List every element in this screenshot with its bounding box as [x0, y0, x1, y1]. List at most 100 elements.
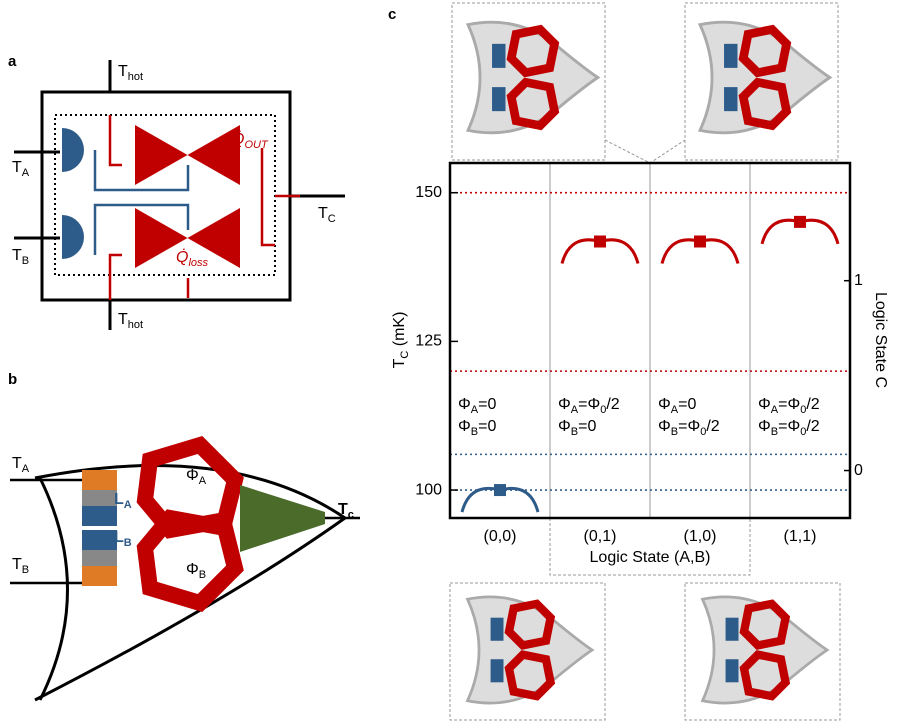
subscript: B [471, 426, 478, 438]
label-part: T [118, 63, 128, 80]
label-part: =Φ [578, 396, 600, 413]
label: ΦA=Φ0/2 [558, 396, 620, 416]
label: LB [114, 529, 132, 549]
x-axis-label: Logic State (A,B) [590, 549, 711, 566]
y2-axis-label: Logic State C [872, 292, 889, 388]
label-part: Φ [758, 396, 771, 413]
subscript: A [22, 167, 30, 179]
subscript: OUT [244, 139, 269, 151]
subscript: A [124, 499, 132, 511]
label: Q̇OUT [232, 130, 269, 151]
label-part: L [114, 529, 124, 546]
label-part: =0 [478, 396, 496, 413]
subscript: hot [128, 71, 143, 83]
figure: a b c ThotThotTATBTCQ̇OUTQ̇lossTATBLALBΦ… [0, 0, 897, 724]
label-part: Φ [186, 561, 199, 578]
subscript: B [199, 569, 206, 581]
inset-gate [700, 22, 830, 133]
y-tick-label: 150 [415, 184, 442, 201]
inset-gate [468, 22, 598, 133]
label: ΦB [186, 561, 206, 581]
subscript: B [771, 426, 778, 438]
label: TA [12, 455, 30, 475]
label-part: Q̇ [232, 130, 244, 148]
label: TB [12, 247, 29, 267]
label: ΦA=0 [658, 396, 696, 416]
label: Tc [338, 501, 354, 521]
label-part: Φ [458, 418, 471, 435]
label: ΦB=0 [558, 418, 596, 438]
label: ΦB=Φ0/2 [758, 418, 820, 438]
label: ΦA=Φ0/2 [758, 396, 820, 416]
label-part: Φ [558, 396, 571, 413]
state-marker [594, 235, 606, 247]
label: TB [12, 556, 29, 576]
x-tick-label: (0,0) [484, 528, 517, 545]
subscript: hot [128, 319, 143, 331]
label-part: =0 [578, 418, 596, 435]
x-tick-label: (1,1) [784, 528, 817, 545]
x-tick-label: (1,0) [684, 528, 717, 545]
y-tick-label: 125 [415, 333, 442, 350]
label-part: /2 [606, 396, 619, 413]
state-marker [694, 235, 706, 247]
label: TA [12, 159, 30, 179]
label-part: L [114, 491, 124, 508]
inset-gate [468, 597, 593, 703]
label-part: =0 [678, 396, 696, 413]
label-part: T [12, 247, 22, 264]
subscript: B [124, 537, 132, 549]
panel-letter: b [8, 371, 17, 388]
label-part: /2 [806, 418, 819, 435]
label-part: T [12, 159, 22, 176]
label-part: =0 [478, 418, 496, 435]
label: Q̇loss [176, 248, 209, 269]
label-part: Φ [658, 418, 671, 435]
label-part: T [391, 358, 408, 368]
label: TC [318, 205, 336, 225]
label: LA [114, 491, 132, 511]
panel-b-diagram [10, 445, 360, 700]
label-part: /2 [806, 396, 819, 413]
label-part: Φ [186, 467, 199, 484]
subscript: B [22, 564, 29, 576]
label-part: T [12, 556, 22, 573]
label-part: Φ [758, 418, 771, 435]
label: ΦB=0 [458, 418, 496, 438]
label: Thot [118, 63, 143, 83]
label: ΦA=0 [458, 396, 496, 416]
label-part: =Φ [678, 418, 700, 435]
inset-gate [703, 597, 828, 703]
panel-letter: c [388, 6, 396, 23]
subscript: loss [188, 257, 208, 269]
subscript: C [328, 213, 336, 225]
label-part: (mK) [391, 312, 408, 351]
panel-a-diagram [14, 60, 345, 330]
x-tick-label: (0,1) [584, 528, 617, 545]
state-marker [794, 216, 806, 228]
subscript: A [199, 475, 207, 487]
label: ΦA [186, 467, 207, 487]
y2-tick-label: 0 [854, 462, 863, 479]
subscript: C [399, 351, 411, 359]
label-part: =Φ [778, 418, 800, 435]
label-part: Q̇ [176, 248, 188, 266]
label-part: =Φ [778, 396, 800, 413]
label: Thot [118, 311, 143, 331]
label-part: Φ [558, 418, 571, 435]
label: TC (mK) [391, 312, 411, 369]
y-tick-label: 100 [415, 481, 442, 498]
subscript: A [22, 463, 30, 475]
label-part: Φ [458, 396, 471, 413]
label-part: T [338, 501, 348, 518]
subscript: c [348, 509, 354, 521]
label-part: T [118, 311, 128, 328]
label: ΦB=Φ0/2 [658, 418, 720, 438]
label-part: T [318, 205, 328, 222]
label-part: T [12, 455, 22, 472]
subscript: B [571, 426, 578, 438]
subscript: B [22, 255, 29, 267]
label-part: /2 [706, 418, 719, 435]
label-part: Φ [658, 396, 671, 413]
panel-letter: a [8, 53, 17, 70]
